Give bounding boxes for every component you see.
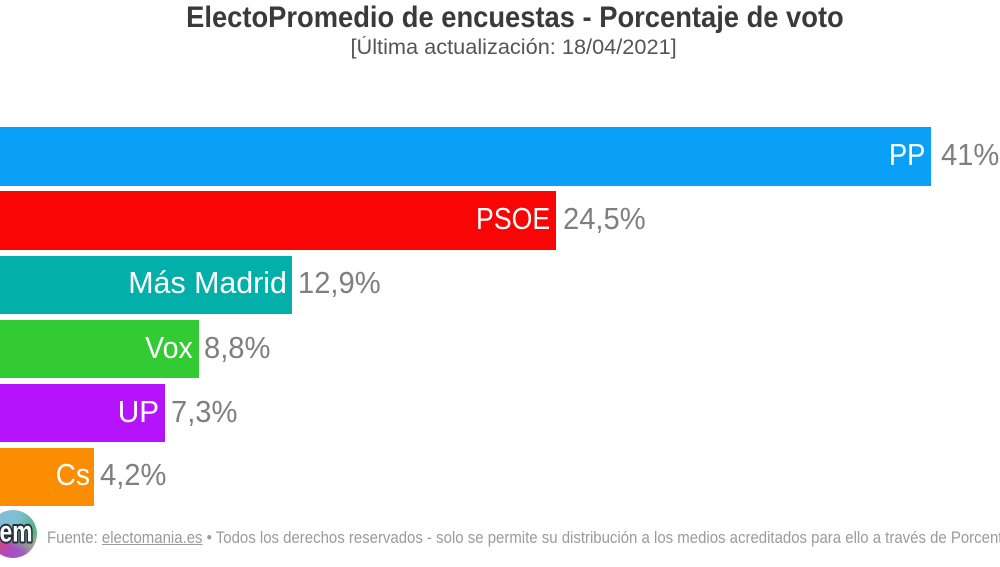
- svg-text:em: em: [0, 516, 33, 549]
